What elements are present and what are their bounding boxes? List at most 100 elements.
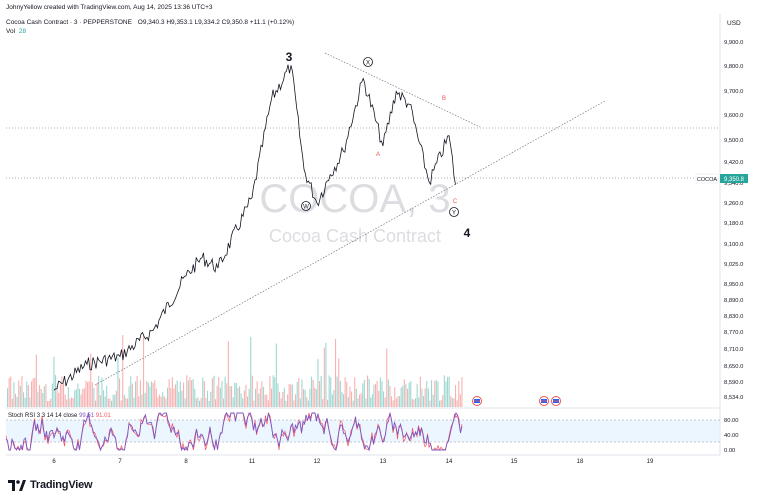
volume-label[interactable]: Vol [6,28,16,35]
volume-bar [251,375,253,407]
volume-bar [34,377,36,407]
stoch-label[interactable]: Stoch RSI [8,413,36,419]
volume-bar [303,389,305,407]
volume-bar [141,394,143,407]
volume-bar [183,382,185,407]
wave-label-x-circle[interactable]: X [363,57,373,67]
price-tick-label: 8,770.0 [724,330,743,336]
time-tick-label: 8 [184,459,188,465]
stoch-tick-label: 40.00 [724,433,739,439]
footer-logo[interactable]: TradingView [8,479,93,491]
wave-label-3[interactable]: 3 [286,50,293,64]
volume-bar [8,377,10,407]
volume-bar [152,383,154,407]
volume-bar [15,393,17,407]
trendline-upper[interactable] [324,52,481,128]
price-tick-label: 9,600.0 [724,113,743,119]
volume-bar [317,359,319,407]
volume-bar [250,336,252,407]
volume-bar [349,386,351,407]
volume-value: 28 [18,28,27,35]
volume-bar [55,375,57,407]
volume-bar [226,383,228,407]
wave-label-b[interactable]: B [442,96,446,102]
volume-bar [423,396,425,407]
volume-bar [435,380,437,407]
volume-bar [125,397,127,407]
wave-label-a[interactable]: A [376,152,380,158]
event-flag-us[interactable] [539,396,549,406]
time-axis-ticks[interactable]: 6 7 8 11 12 13 14 15 18 19 [52,459,654,465]
volume-bar [411,399,413,407]
symbol-title[interactable]: Cocoa Cash Contract · 3 · PEPPERSTONE [6,19,132,26]
volume-bar [280,398,282,407]
volume-bar [293,400,295,407]
volume-bar [322,399,324,407]
volume-bar [266,394,268,407]
volume-bar [338,358,340,407]
volume-bar [112,394,114,407]
volume-bar [256,381,258,407]
volume-bar [91,382,93,407]
price-tick-label: 9,500.0 [724,138,743,144]
volume-bar [167,387,169,407]
price-tick-label: 8,950.0 [724,282,743,288]
volume-bar [29,397,31,407]
volume-bar [328,375,330,407]
current-price-value: 9,350.8 [724,177,745,183]
wave-label-c[interactable]: C [453,199,458,205]
volume-bar [50,398,52,407]
volume-bar [82,389,84,407]
price-tick-label: 9,260.0 [724,201,743,207]
volume-bar [415,398,417,407]
wave-label-y-circle[interactable]: Y [449,207,459,217]
volume-bar [176,380,178,407]
volume-bar [80,394,82,407]
trendline-lower[interactable] [94,100,606,386]
volume-bar [232,397,234,407]
price-tick-label: 8,534.0 [724,395,743,401]
volume-bar [7,388,9,407]
volume-bar [31,381,33,407]
volume-bar [131,383,133,407]
time-tick-label: 19 [647,459,654,465]
volume-bar [279,391,281,407]
symbol-header: Cocoa Cash Contract · 3 · PEPPERSTONE O9… [6,19,294,26]
volume-bar [359,394,361,407]
volume-bar [75,389,77,407]
volume-bar [445,381,447,407]
time-tick-label: 6 [52,459,56,465]
volume-bar [320,376,322,407]
volume-bar [312,380,314,407]
volume-bar [151,381,153,407]
volume-bar [291,384,293,407]
wave-label-4[interactable]: 4 [464,226,471,240]
volume-bar [314,387,316,407]
volume-bar [231,386,233,407]
volume-bar [402,385,404,407]
wave-label-w-circle[interactable]: W [301,201,311,211]
event-flag-us[interactable] [472,396,482,406]
volume-bar [450,396,452,407]
volume-bar [32,378,34,407]
volume-bar [210,391,212,407]
volume-bar [147,382,149,407]
price-tick-label: 8,590.0 [724,380,743,386]
volume-bar [207,390,209,407]
volume-bar [187,380,189,407]
event-flag-us[interactable] [551,396,561,406]
volume-bar [240,393,242,407]
time-tick-label: 18 [577,459,584,465]
volume-bar [85,380,87,407]
volume-bar [104,396,106,407]
price-axis-ticks[interactable]: 9,900.0 9,800.0 9,700.0 9,600.0 9,500.0 9,420… [724,40,743,401]
price-tick-label: 8,710.0 [724,347,743,353]
volume-bar [109,398,111,407]
volume-bar [107,398,109,407]
volume-bar [442,395,444,407]
volume-bar [403,379,405,407]
volume-bar [432,394,434,407]
volume-bar [133,397,135,407]
price-tick-label: 9,340.0 [724,181,743,187]
